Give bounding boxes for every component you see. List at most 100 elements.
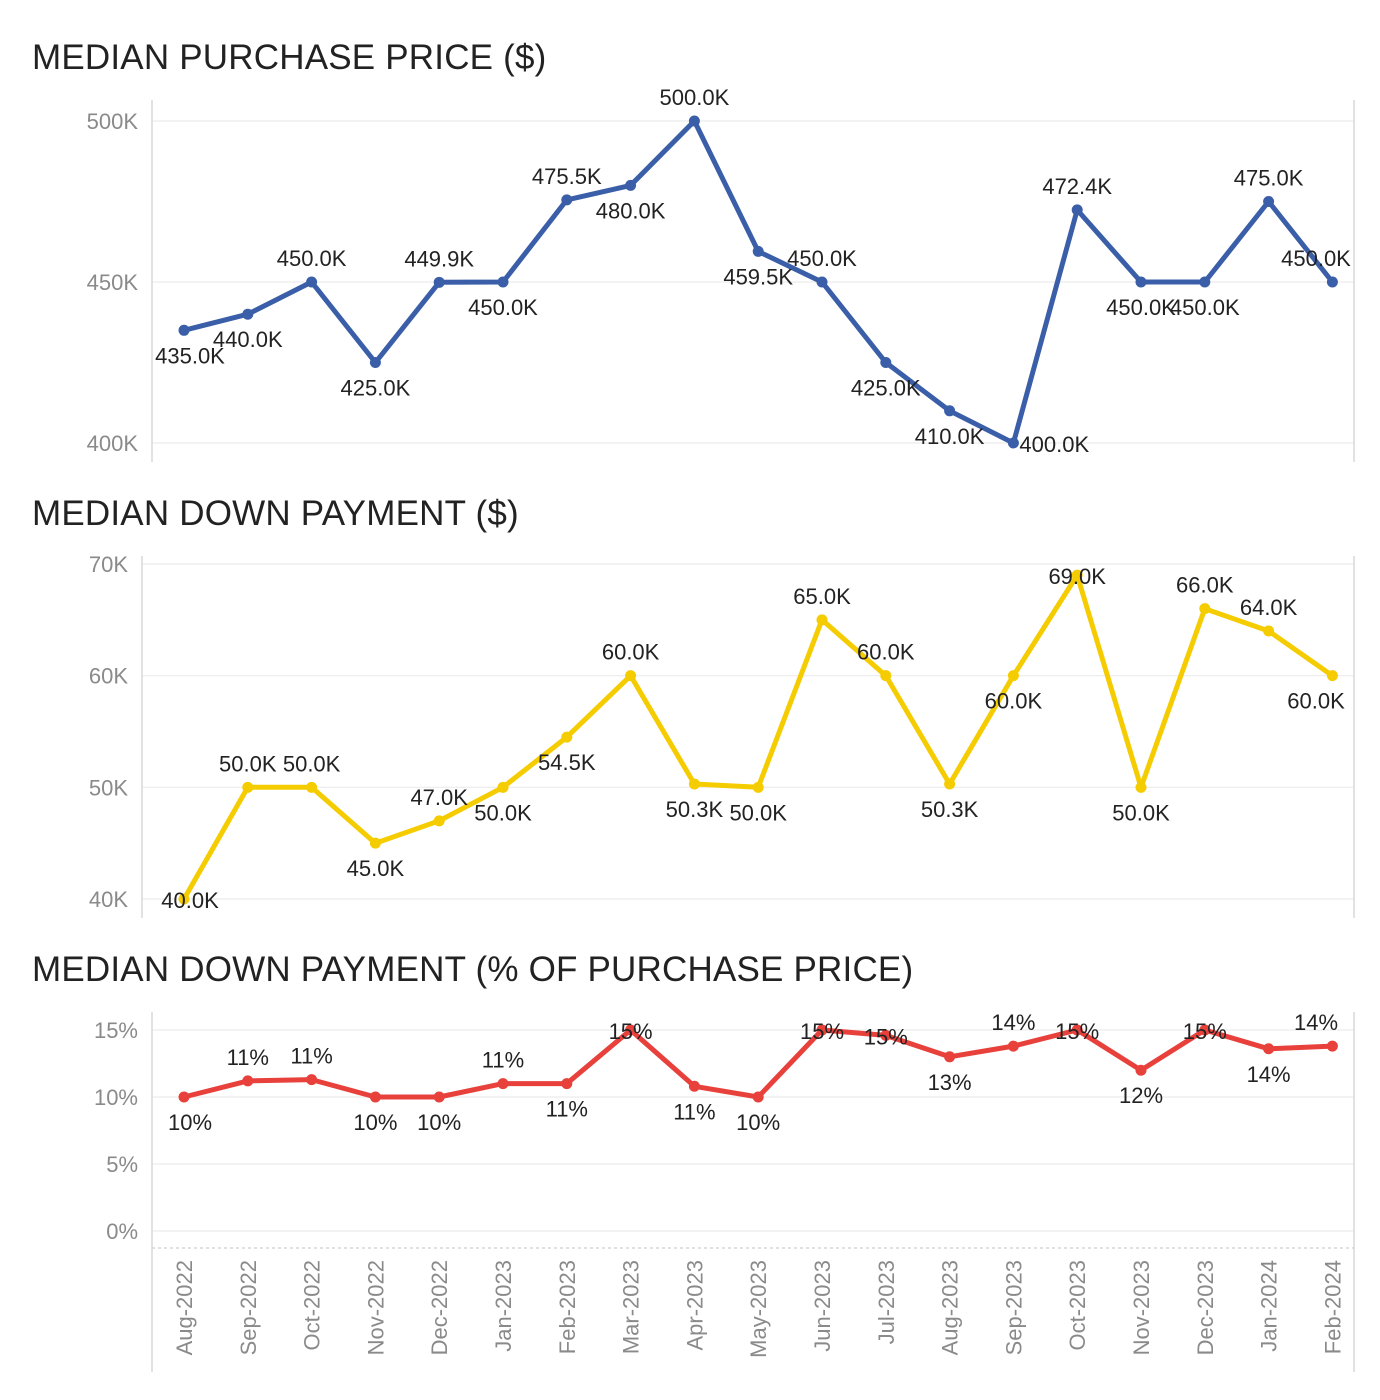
data-point — [178, 1091, 190, 1103]
x-tick-label: Nov-2023 — [1129, 1260, 1154, 1355]
data-point — [369, 357, 381, 368]
data-point — [1007, 437, 1019, 449]
data-label: 50.0K — [283, 751, 341, 776]
y-tick-label: 450K — [87, 270, 139, 295]
data-point — [625, 179, 637, 191]
chart-title-down-payment: MEDIAN DOWN PAYMENT ($) — [32, 494, 519, 533]
data-label: 475.0K — [1234, 166, 1304, 191]
data-label: 450.0K — [1106, 295, 1176, 320]
data-point — [1199, 603, 1211, 615]
data-point — [242, 781, 254, 793]
x-tick-label: Oct-2022 — [300, 1260, 325, 1351]
data-point — [816, 1024, 828, 1036]
data-point — [1071, 1024, 1083, 1036]
data-point — [1135, 276, 1147, 288]
data-label: 50.3K — [921, 797, 979, 822]
data-label: 50.0K — [1112, 800, 1170, 825]
series-line — [181, 572, 1335, 902]
data-label: 10% — [168, 1110, 212, 1135]
data-point — [816, 276, 828, 288]
x-tick-label: Jul-2023 — [874, 1260, 899, 1344]
data-label: 472.4K — [1042, 174, 1112, 199]
data-label: 11% — [482, 1048, 524, 1073]
data-point — [944, 1051, 956, 1063]
x-tick-label: Jan-2023 — [491, 1260, 516, 1352]
data-point — [688, 778, 700, 790]
data-point — [561, 194, 573, 206]
data-point — [1326, 1040, 1338, 1052]
data-label: 13% — [928, 1070, 972, 1095]
data-label: 425.0K — [851, 376, 921, 401]
x-tick-label: Oct-2023 — [1065, 1260, 1090, 1351]
data-point — [242, 308, 254, 320]
data-point — [1199, 276, 1211, 288]
data-point — [688, 1080, 700, 1092]
data-label: 15% — [1055, 1019, 1099, 1044]
data-label: 450.0K — [468, 295, 538, 320]
data-point — [625, 670, 637, 682]
data-point — [369, 837, 381, 849]
y-tick-label: 0% — [106, 1219, 138, 1244]
data-label: 440.0K — [213, 327, 283, 352]
data-point — [688, 115, 700, 127]
data-label: 450.0K — [277, 246, 347, 271]
data-point — [944, 405, 956, 417]
data-label: 11% — [546, 1097, 588, 1122]
y-tick-label: 40K — [89, 887, 128, 912]
data-label: 500.0K — [660, 85, 730, 110]
data-point — [178, 893, 190, 905]
data-point — [1263, 196, 1275, 207]
data-point — [1071, 204, 1083, 216]
x-tick-label: Jan-2024 — [1257, 1260, 1282, 1352]
data-label: 450.0K — [1281, 246, 1351, 271]
data-label: 66.0K — [1176, 573, 1234, 598]
data-label: 450.0K — [1170, 295, 1240, 320]
data-label: 11% — [673, 1099, 715, 1124]
data-point — [752, 781, 764, 793]
data-label: 45.0K — [347, 856, 405, 881]
data-label: 60.0K — [1287, 689, 1345, 714]
data-label: 50.0K — [729, 800, 787, 825]
x-tick-label: Dec-2022 — [427, 1260, 452, 1355]
data-point — [880, 670, 892, 682]
data-label: 50.0K — [219, 751, 277, 776]
data-point — [816, 614, 828, 626]
data-point — [306, 781, 318, 793]
data-label: 15% — [609, 1019, 653, 1044]
data-label: 14% — [1247, 1062, 1291, 1087]
data-label: 449.9K — [404, 246, 474, 271]
data-label: 50.3K — [666, 797, 724, 822]
data-point — [1007, 1040, 1019, 1052]
data-label: 425.0K — [341, 376, 411, 401]
data-label: 15% — [1183, 1019, 1227, 1044]
data-point — [242, 1075, 254, 1087]
data-point — [433, 815, 445, 827]
data-label: 435.0K — [155, 343, 225, 368]
data-point — [752, 1091, 764, 1103]
x-tick-label: Feb-2024 — [1320, 1260, 1345, 1354]
data-label: 50.0K — [474, 800, 532, 825]
data-point — [433, 276, 445, 288]
data-label: 65.0K — [793, 584, 851, 609]
data-point — [1263, 1043, 1275, 1055]
data-point — [1135, 781, 1147, 793]
data-label: 480.0K — [596, 198, 666, 223]
data-label: 60.0K — [602, 640, 660, 665]
data-label: 410.0K — [915, 424, 985, 449]
data-point — [880, 357, 892, 368]
data-point — [1263, 625, 1275, 637]
data-point — [944, 778, 956, 790]
y-tick-label: 60K — [89, 664, 128, 689]
chart-title-down-payment-percent: MEDIAN DOWN PAYMENT (% OF PURCHASE PRICE… — [32, 950, 914, 989]
y-tick-label: 500K — [87, 109, 139, 134]
data-label: 459.5K — [723, 264, 793, 289]
data-label: 47.0K — [410, 785, 468, 810]
data-point — [497, 1078, 509, 1090]
data-point — [1199, 1024, 1211, 1036]
x-tick-label: Apr-2023 — [682, 1260, 707, 1351]
x-tick-label: May-2023 — [746, 1260, 771, 1358]
data-label: 60.0K — [985, 689, 1043, 714]
data-point — [752, 245, 764, 257]
y-tick-label: 400K — [87, 431, 139, 456]
